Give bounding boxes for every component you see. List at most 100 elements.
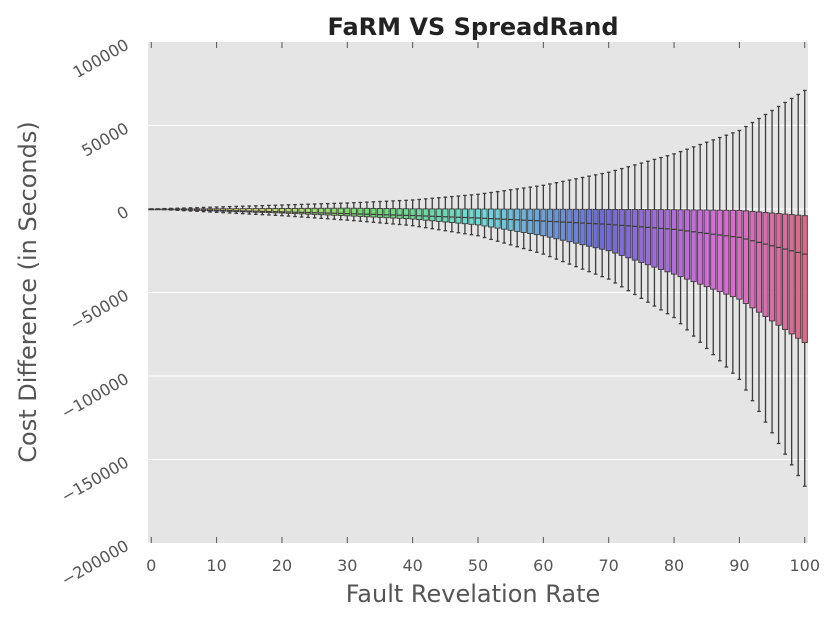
box-group — [207, 206, 214, 213]
box-group — [612, 169, 619, 284]
box-group — [389, 200, 397, 225]
box-group — [631, 164, 638, 296]
box — [768, 212, 776, 322]
box-group — [442, 196, 449, 232]
box-group — [670, 153, 678, 319]
box-group — [305, 203, 312, 219]
x-tick-label: 70 — [599, 556, 619, 575]
box-group — [768, 109, 776, 434]
box — [344, 207, 351, 217]
box-group — [416, 198, 423, 228]
box — [259, 208, 266, 213]
box — [716, 209, 723, 293]
box-group — [664, 155, 671, 315]
box — [455, 208, 462, 224]
box-group — [148, 208, 155, 211]
box-group — [592, 174, 599, 275]
box — [540, 208, 547, 237]
box — [599, 208, 606, 250]
box — [272, 208, 279, 214]
box-group — [657, 156, 665, 311]
box — [572, 208, 580, 244]
box-group — [638, 162, 645, 299]
box-group — [350, 202, 357, 222]
box — [755, 211, 763, 313]
box-group — [429, 197, 436, 230]
box-group — [795, 93, 802, 477]
y-tick-label: 0 — [114, 202, 132, 224]
box — [690, 209, 697, 283]
box — [729, 209, 736, 298]
box-group — [690, 146, 697, 337]
box-group — [461, 194, 468, 235]
box — [664, 209, 671, 273]
box — [618, 208, 625, 256]
box — [357, 207, 364, 217]
x-tick-label: 100 — [789, 556, 820, 575]
box-group — [233, 205, 240, 214]
box-group — [501, 190, 508, 244]
box-group — [586, 175, 593, 273]
box — [324, 207, 331, 216]
y-tick-label: 50000 — [78, 119, 132, 161]
box-group — [468, 194, 475, 236]
box-group — [435, 197, 442, 231]
box-group — [579, 176, 586, 270]
box-group — [180, 207, 188, 212]
box — [435, 208, 442, 222]
box-group — [174, 207, 181, 211]
box — [481, 208, 488, 227]
box — [233, 208, 240, 213]
box — [376, 208, 384, 218]
box-group — [154, 208, 161, 211]
box-group — [278, 204, 286, 217]
box-group — [520, 187, 527, 250]
box — [278, 208, 286, 214]
box-group — [546, 183, 553, 258]
box-group — [651, 158, 658, 307]
box-group — [337, 202, 344, 221]
box-group — [161, 207, 168, 211]
box-group — [716, 136, 723, 362]
box-group — [618, 167, 625, 288]
box — [651, 209, 658, 268]
box-group — [788, 97, 795, 466]
box-group — [455, 195, 462, 234]
box-group — [396, 199, 403, 226]
box-group — [167, 207, 174, 211]
box-group — [200, 206, 207, 213]
box — [252, 208, 259, 213]
box — [546, 208, 553, 238]
box — [782, 213, 789, 331]
box — [468, 208, 475, 225]
box-group — [213, 206, 220, 213]
box-group — [226, 205, 233, 214]
box — [403, 208, 410, 220]
box — [677, 209, 684, 278]
box-group — [376, 200, 384, 224]
box — [291, 207, 299, 215]
box-group — [599, 172, 606, 278]
box — [749, 210, 756, 309]
boxes — [148, 89, 808, 487]
box-group — [801, 89, 808, 487]
box-group — [697, 143, 704, 343]
box — [775, 213, 782, 326]
box — [586, 208, 593, 247]
box-group — [311, 203, 318, 219]
box-group — [514, 188, 521, 248]
box-group — [448, 195, 455, 233]
box-group — [488, 191, 495, 241]
box-group — [252, 205, 259, 215]
box — [788, 214, 795, 335]
box-group — [298, 203, 305, 218]
box-group — [246, 205, 253, 215]
box — [559, 208, 567, 241]
box-group — [775, 105, 782, 445]
box — [703, 209, 710, 288]
box — [795, 214, 802, 339]
box-group — [677, 150, 684, 325]
box — [461, 208, 468, 225]
box — [723, 209, 730, 295]
